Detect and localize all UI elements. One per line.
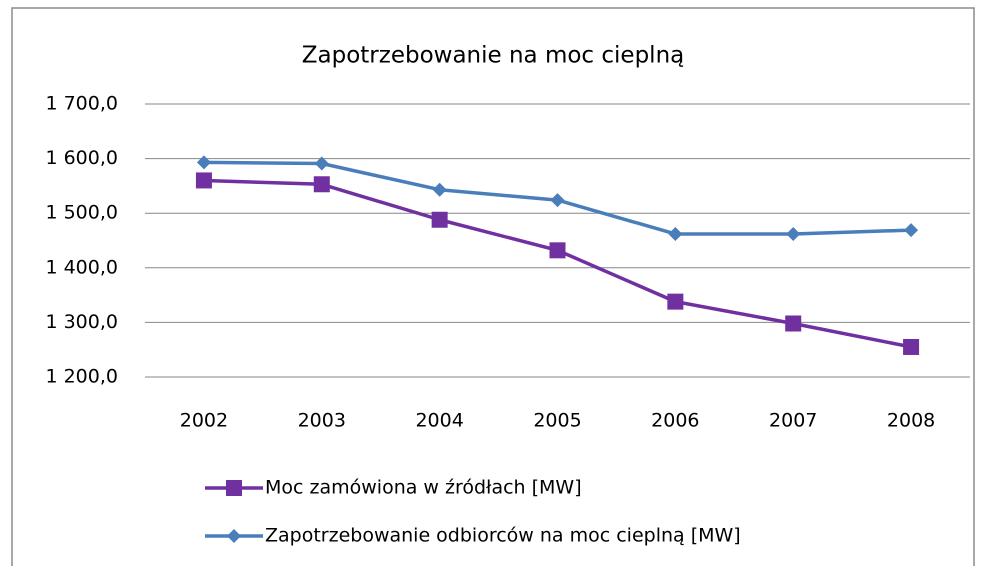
y-tick-label: 1 600,0 (45, 147, 118, 169)
data-point (550, 193, 565, 208)
legend-label: Moc zamówiona w źródłach [MW] (265, 477, 582, 499)
data-point (786, 226, 801, 241)
data-point (314, 156, 329, 171)
data-point (904, 223, 919, 238)
data-point (432, 182, 447, 197)
y-tick-label: 1 700,0 (45, 93, 118, 115)
data-point (313, 176, 330, 193)
y-tick-label: 1 300,0 (45, 311, 118, 333)
x-tick-label: 2004 (415, 410, 463, 432)
x-tick-label: 2005 (533, 410, 581, 432)
data-point (903, 338, 920, 355)
data-point (785, 315, 802, 332)
legend-label: Zapotrzebowanie odbiorców na moc cieplną… (265, 525, 741, 547)
x-tick-label: 2002 (180, 410, 228, 432)
x-tick-label: 2008 (887, 410, 935, 432)
y-tick-label: 1 200,0 (45, 366, 118, 388)
legend-marker (227, 529, 241, 543)
legend-marker (226, 480, 242, 496)
data-point (431, 211, 448, 228)
x-tick-label: 2003 (298, 410, 346, 432)
x-tick-label: 2006 (651, 410, 699, 432)
data-point (195, 172, 212, 189)
data-point (668, 226, 683, 241)
data-point (196, 155, 211, 170)
data-point (549, 242, 566, 259)
chart-frame (11, 7, 975, 566)
y-tick-label: 1 400,0 (45, 256, 118, 278)
x-tick-label: 2007 (769, 410, 817, 432)
chart-title: Zapotrzebowanie na moc cieplną (302, 43, 685, 69)
y-tick-label: 1 500,0 (45, 202, 118, 224)
data-point (667, 293, 684, 310)
